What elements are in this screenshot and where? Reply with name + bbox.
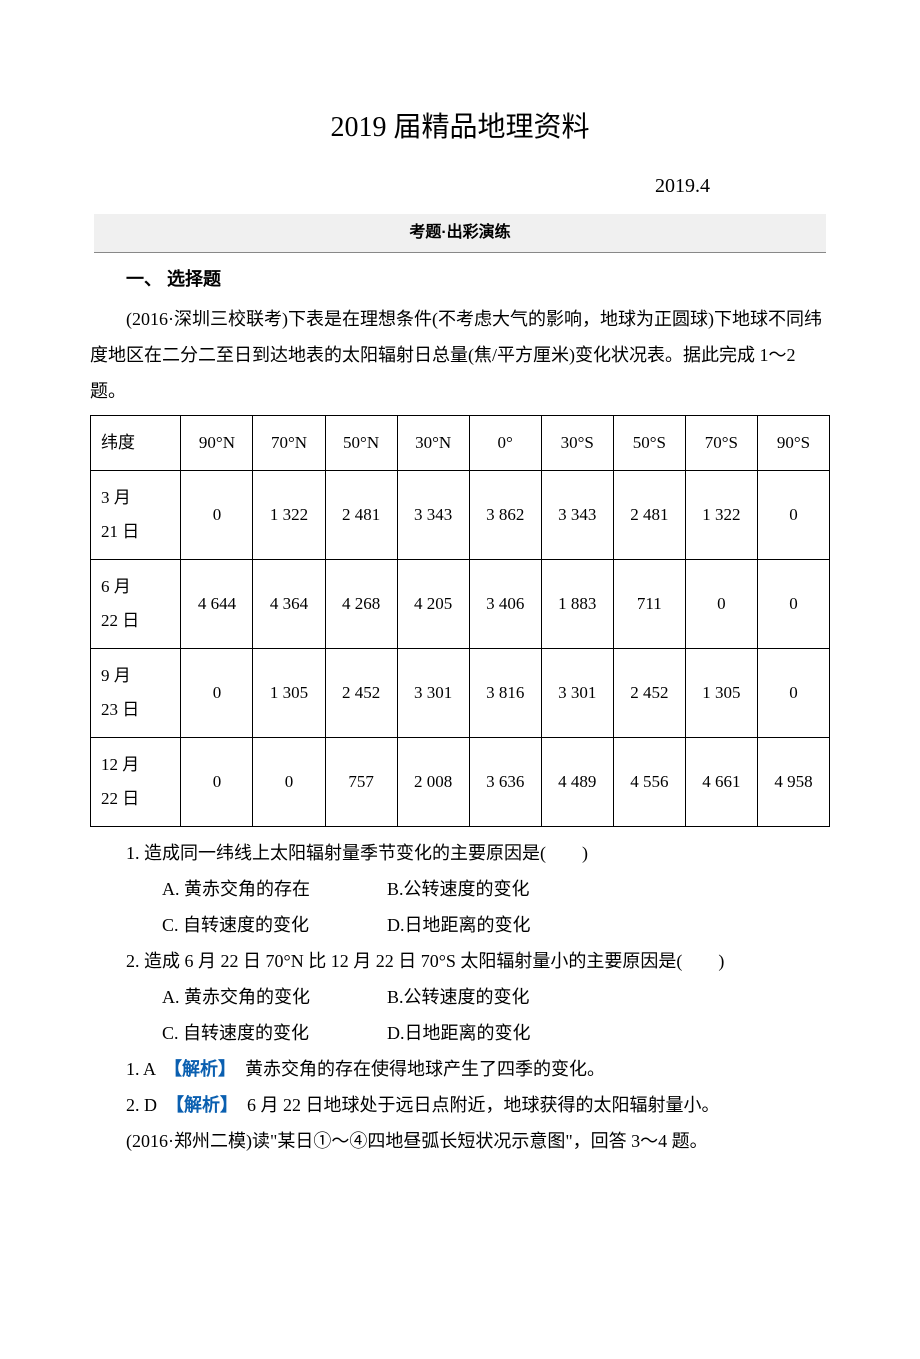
table-cell: 0 (181, 649, 253, 738)
table-header-cell: 50°N (325, 416, 397, 471)
table-cell: 3 343 (541, 471, 613, 560)
answer-2-text: 6 月 22 日地球处于远日点附近，地球获得的太阳辐射量小。 (229, 1095, 720, 1115)
table-cell: 0 (757, 649, 829, 738)
table-cell: 4 958 (757, 738, 829, 827)
table-cell: 4 268 (325, 560, 397, 649)
q2-options-row1: A. 黄赤交角的变化B.公转速度的变化 (90, 979, 830, 1015)
table-cell: 757 (325, 738, 397, 827)
table-cell: 4 556 (613, 738, 685, 827)
table-cell: 1 883 (541, 560, 613, 649)
table-cell: 3 301 (541, 649, 613, 738)
table-cell: 2 008 (397, 738, 469, 827)
radiation-table: 纬度 90°N 70°N 50°N 30°N 0° 30°S 50°S 70°S… (90, 415, 830, 827)
table-cell: 1 305 (685, 649, 757, 738)
q2-stem: 2. 造成 6 月 22 日 70°N 比 12 月 22 日 70°S 太阳辐… (90, 943, 830, 979)
table-cell: 0 (757, 560, 829, 649)
table-header-cell: 0° (469, 416, 541, 471)
exam-banner: 考题·出彩演练 (94, 214, 826, 253)
table-header-cell: 30°N (397, 416, 469, 471)
table-cell: 1 305 (253, 649, 325, 738)
q2-option-b: B.公转速度的变化 (387, 987, 530, 1007)
answer-2: 2. D 【解析】 6 月 22 日地球处于远日点附近，地球获得的太阳辐射量小。 (90, 1087, 830, 1123)
table-cell: 711 (613, 560, 685, 649)
doc-title: 2019 届精品地理资料 (90, 100, 830, 156)
table-header-cell: 70°S (685, 416, 757, 471)
q2-option-c: C. 自转速度的变化 (126, 1015, 387, 1051)
answer-1-text: 黄赤交角的存在使得地球产生了四季的变化。 (227, 1059, 605, 1079)
q1-option-b: B.公转速度的变化 (387, 879, 530, 899)
table-cell: 3 816 (469, 649, 541, 738)
table-cell: 1 322 (253, 471, 325, 560)
table-row: 12 月22 日 0 0 757 2 008 3 636 4 489 4 556… (91, 738, 830, 827)
analysis-tag: 【解析】 (175, 1095, 229, 1115)
table-header-cell: 70°N (253, 416, 325, 471)
table-cell: 3 月21 日 (91, 471, 181, 560)
q1-option-d: D.日地距离的变化 (387, 915, 531, 935)
table-row: 6 月22 日 4 644 4 364 4 268 4 205 3 406 1 … (91, 560, 830, 649)
section-heading-1: 一、 选择题 (90, 261, 830, 297)
table-header-cell: 90°S (757, 416, 829, 471)
answer-1: 1. A 【解析】 黄赤交角的存在使得地球产生了四季的变化。 (90, 1051, 830, 1087)
q1-option-a: A. 黄赤交角的存在 (126, 871, 387, 907)
table-cell: 2 452 (325, 649, 397, 738)
table-cell: 3 301 (397, 649, 469, 738)
table-row: 9 月23 日 0 1 305 2 452 3 301 3 816 3 301 … (91, 649, 830, 738)
table-header-cell: 30°S (541, 416, 613, 471)
table-cell: 4 644 (181, 560, 253, 649)
intro-paragraph-1: (2016·深圳三校联考)下表是在理想条件(不考虑大气的影响，地球为正圆球)下地… (90, 301, 830, 409)
table-cell: 3 406 (469, 560, 541, 649)
table-cell: 3 343 (397, 471, 469, 560)
q2-option-a: A. 黄赤交角的变化 (126, 979, 387, 1015)
analysis-tag: 【解析】 (173, 1059, 227, 1079)
table-cell: 0 (253, 738, 325, 827)
table-cell: 0 (181, 738, 253, 827)
table-header-cell: 90°N (181, 416, 253, 471)
table-header-row: 纬度 90°N 70°N 50°N 30°N 0° 30°S 50°S 70°S… (91, 416, 830, 471)
q2-option-d: D.日地距离的变化 (387, 1023, 531, 1043)
table-row: 3 月21 日 0 1 322 2 481 3 343 3 862 3 343 … (91, 471, 830, 560)
q2-options-row2: C. 自转速度的变化D.日地距离的变化 (90, 1015, 830, 1051)
table-cell: 4 489 (541, 738, 613, 827)
intro-paragraph-2: (2016·郑州二模)读"某日①～④四地昼弧长短状况示意图"，回答 3～4 题。 (90, 1123, 830, 1159)
table-cell: 3 862 (469, 471, 541, 560)
table-cell: 0 (757, 471, 829, 560)
answer-2-prefix: 2. D (126, 1095, 175, 1115)
answer-1-prefix: 1. A (126, 1059, 173, 1079)
q1-options-row1: A. 黄赤交角的存在B.公转速度的变化 (90, 871, 830, 907)
table-cell: 4 364 (253, 560, 325, 649)
table-cell: 4 661 (685, 738, 757, 827)
table-cell: 2 452 (613, 649, 685, 738)
table-cell: 3 636 (469, 738, 541, 827)
table-cell: 9 月23 日 (91, 649, 181, 738)
doc-date: 2019.4 (90, 166, 830, 206)
table-cell: 4 205 (397, 560, 469, 649)
q1-stem: 1. 造成同一纬线上太阳辐射量季节变化的主要原因是( ) (90, 835, 830, 871)
table-cell: 12 月22 日 (91, 738, 181, 827)
q1-option-c: C. 自转速度的变化 (126, 907, 387, 943)
table-cell: 6 月22 日 (91, 560, 181, 649)
q1-options-row2: C. 自转速度的变化D.日地距离的变化 (90, 907, 830, 943)
table-header-cell: 50°S (613, 416, 685, 471)
table-cell: 0 (181, 471, 253, 560)
table-cell: 1 322 (685, 471, 757, 560)
table-cell: 2 481 (325, 471, 397, 560)
table-cell: 2 481 (613, 471, 685, 560)
table-cell: 0 (685, 560, 757, 649)
table-header-cell: 纬度 (91, 416, 181, 471)
